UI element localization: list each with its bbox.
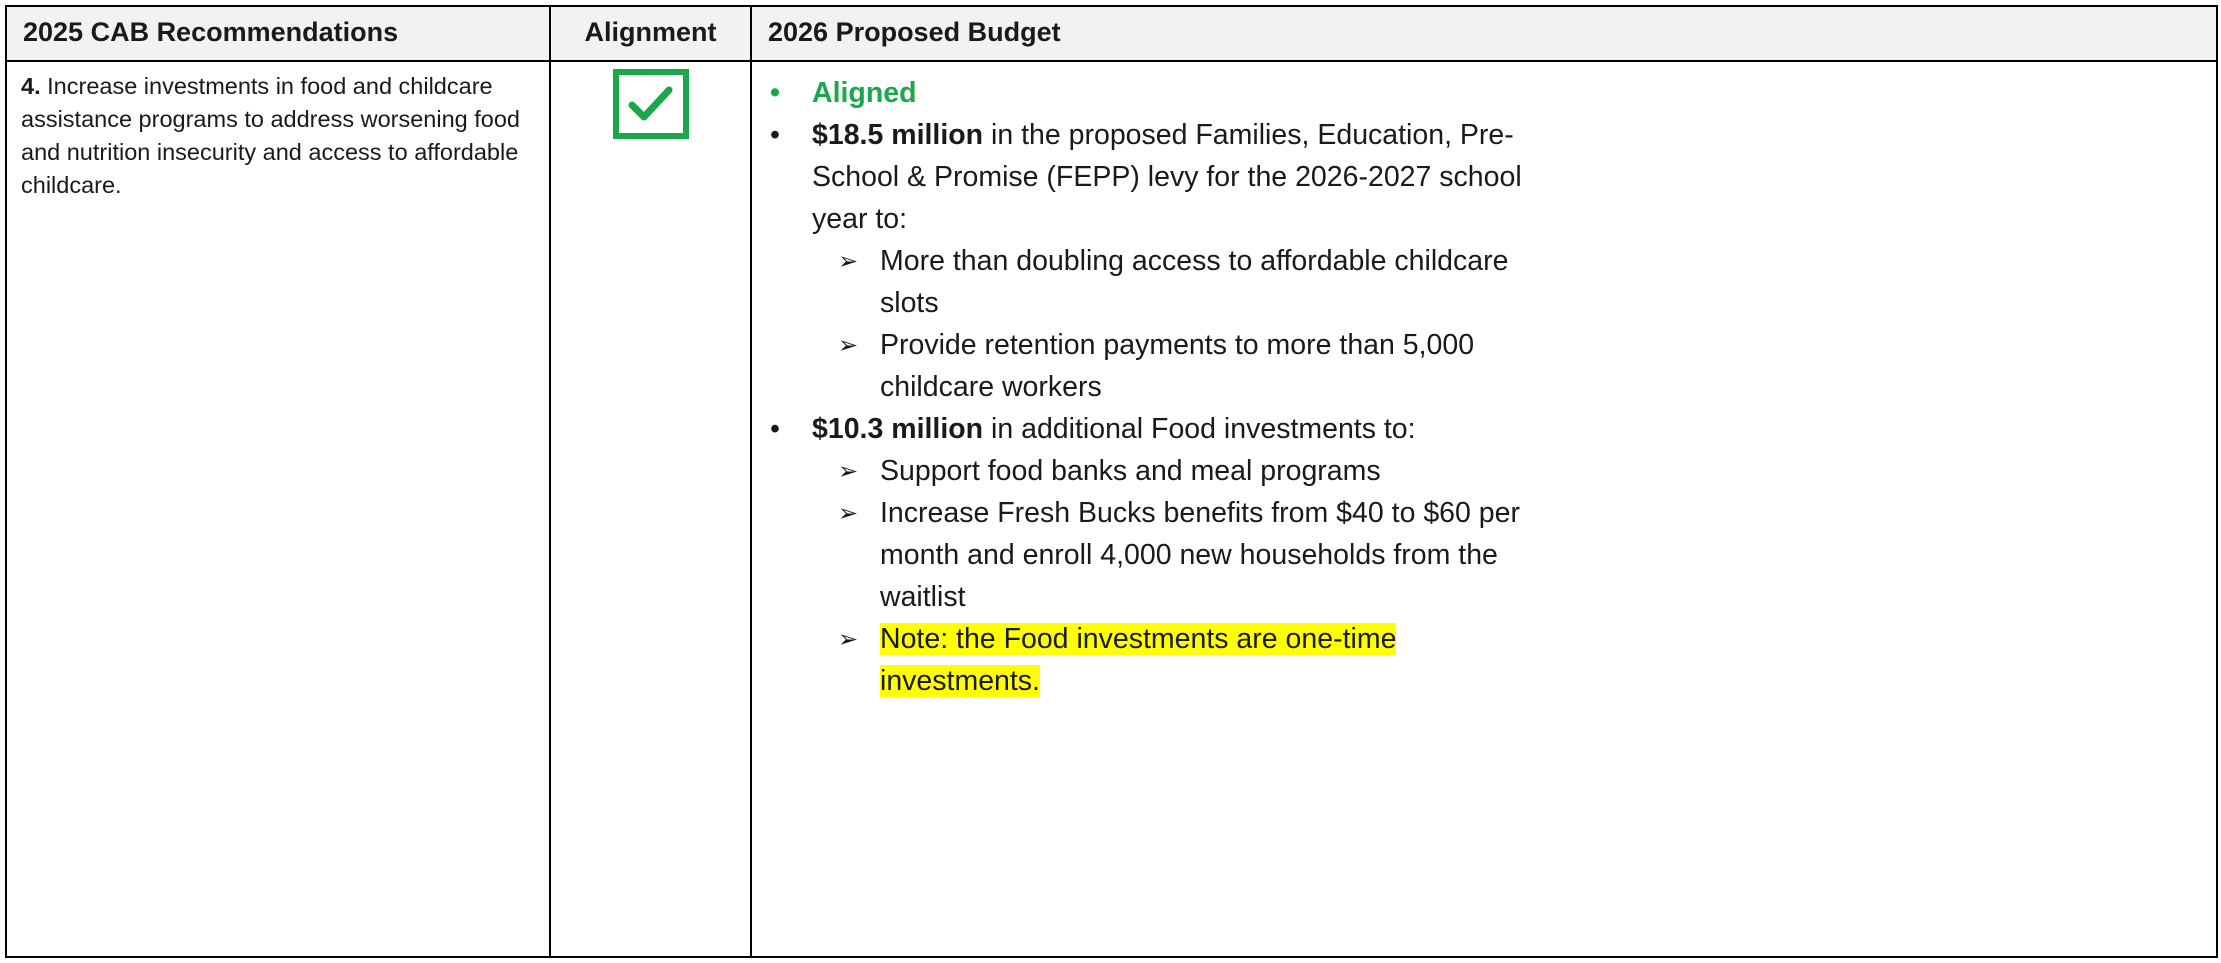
item-text: in additional Food investments to: [991, 413, 1416, 445]
header-cell: 2025 CAB Recommendations [5, 5, 551, 62]
sub-item: Note: the Food investments are one-time … [812, 618, 1540, 702]
budget-item: Aligned [770, 72, 1560, 114]
recommendation-cell: 4. Increase investments in food and chil… [5, 60, 551, 958]
budget-item: $10.3 million in additional Food investm… [770, 408, 1560, 702]
recommendation-text: Increase investments in food and childca… [21, 73, 520, 198]
sub-list: Support food banks and meal programs Inc… [812, 450, 1560, 702]
item-text: in the proposed Families, Education, Pre… [812, 119, 1522, 235]
highlighted-note: Note: the Food investments are one-time … [880, 623, 1397, 697]
alignment-cell [549, 60, 752, 958]
sub-item: Support food banks and meal programs [812, 450, 1540, 492]
header-row: 2025 CAB Recommendations Alignment 2026 … [5, 5, 2218, 62]
budget-list: Aligned $18.5 million in the proposed Fa… [770, 72, 1560, 702]
header-cell: 2026 Proposed Budget [750, 5, 2218, 62]
recommendation-number: 4. [21, 73, 41, 99]
check-icon [612, 69, 689, 139]
body-row: 4. Increase investments in food and chil… [5, 60, 2218, 958]
amount: $18.5 million [812, 119, 984, 151]
amount: $10.3 million [812, 413, 984, 445]
sub-item: Provide retention payments to more than … [812, 324, 1540, 408]
sub-item: More than doubling access to affordable … [812, 240, 1540, 324]
budget-cell: Aligned $18.5 million in the proposed Fa… [750, 60, 2218, 958]
sub-list: More than doubling access to affordable … [812, 240, 1560, 408]
budget-item: $18.5 million in the proposed Families, … [770, 114, 1560, 408]
sub-item: Increase Fresh Bucks benefits from $40 t… [812, 492, 1540, 618]
recommendation-table: 2025 CAB Recommendations Alignment 2026 … [5, 5, 2218, 958]
header-cell: Alignment [549, 5, 752, 62]
